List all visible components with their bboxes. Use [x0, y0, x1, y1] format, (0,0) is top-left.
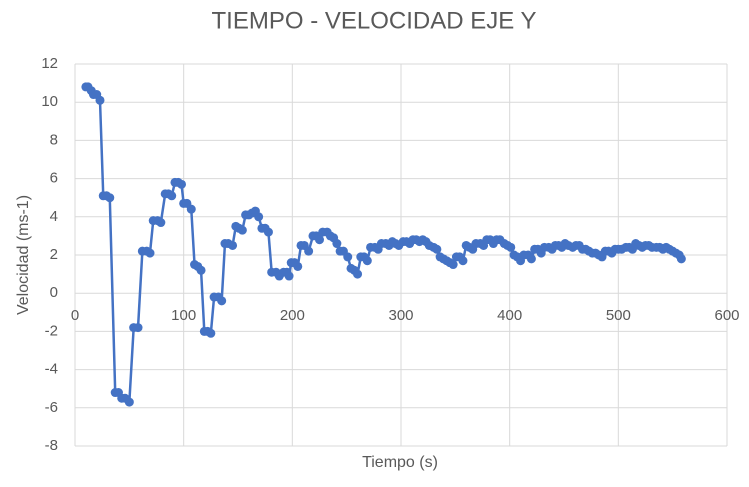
y-tick-label: 10 [41, 93, 58, 110]
y-tick-label: 6 [50, 170, 58, 187]
data-point [332, 239, 342, 249]
y-tick-label: -2 [45, 322, 58, 339]
data-point [506, 242, 516, 252]
data-point [237, 225, 247, 235]
data-point [362, 256, 372, 266]
data-point [458, 256, 468, 266]
y-tick-label: 2 [50, 246, 58, 263]
data-point [432, 244, 442, 254]
data-point [217, 296, 227, 306]
x-axis-label: Tiempo (s) [362, 454, 438, 471]
y-tick-label: 12 [41, 55, 58, 72]
x-tick-label: 600 [714, 307, 739, 324]
y-tick-label: -6 [45, 399, 58, 416]
data-point [105, 193, 115, 203]
data-point [176, 179, 186, 189]
data-point [304, 246, 314, 256]
data-point [124, 397, 134, 407]
data-point [284, 271, 294, 281]
y-tick-label: 0 [50, 284, 58, 301]
data-point [353, 269, 363, 279]
y-axis-label: Velocidad (ms-1) [15, 195, 32, 315]
data-point [206, 328, 216, 338]
y-tick-label: -4 [45, 361, 58, 378]
x-tick-label: 0 [71, 307, 79, 324]
x-tick-label: 300 [388, 307, 413, 324]
data-point [196, 265, 206, 275]
data-point [343, 252, 353, 262]
data-point [526, 254, 536, 264]
chart-title: TIEMPO - VELOCIDAD EJE Y [212, 7, 537, 34]
x-tick-label: 400 [497, 307, 522, 324]
x-tick-label: 100 [171, 307, 196, 324]
data-point [95, 95, 105, 105]
data-point [167, 191, 177, 201]
data-point [315, 235, 324, 245]
data-point [263, 227, 273, 237]
data-point [254, 212, 264, 222]
data-point [676, 254, 686, 264]
data-point [133, 323, 143, 333]
y-tick-label: 4 [50, 208, 58, 225]
data-point [448, 260, 458, 270]
y-tick-label: 8 [50, 131, 58, 148]
x-tick-label: 500 [606, 307, 631, 324]
data-point [145, 248, 155, 258]
data-point [186, 204, 196, 214]
data-point [156, 218, 166, 228]
y-tick-label: -8 [45, 437, 58, 454]
data-point [293, 261, 303, 271]
x-tick-label: 200 [280, 307, 305, 324]
data-point [228, 240, 238, 250]
